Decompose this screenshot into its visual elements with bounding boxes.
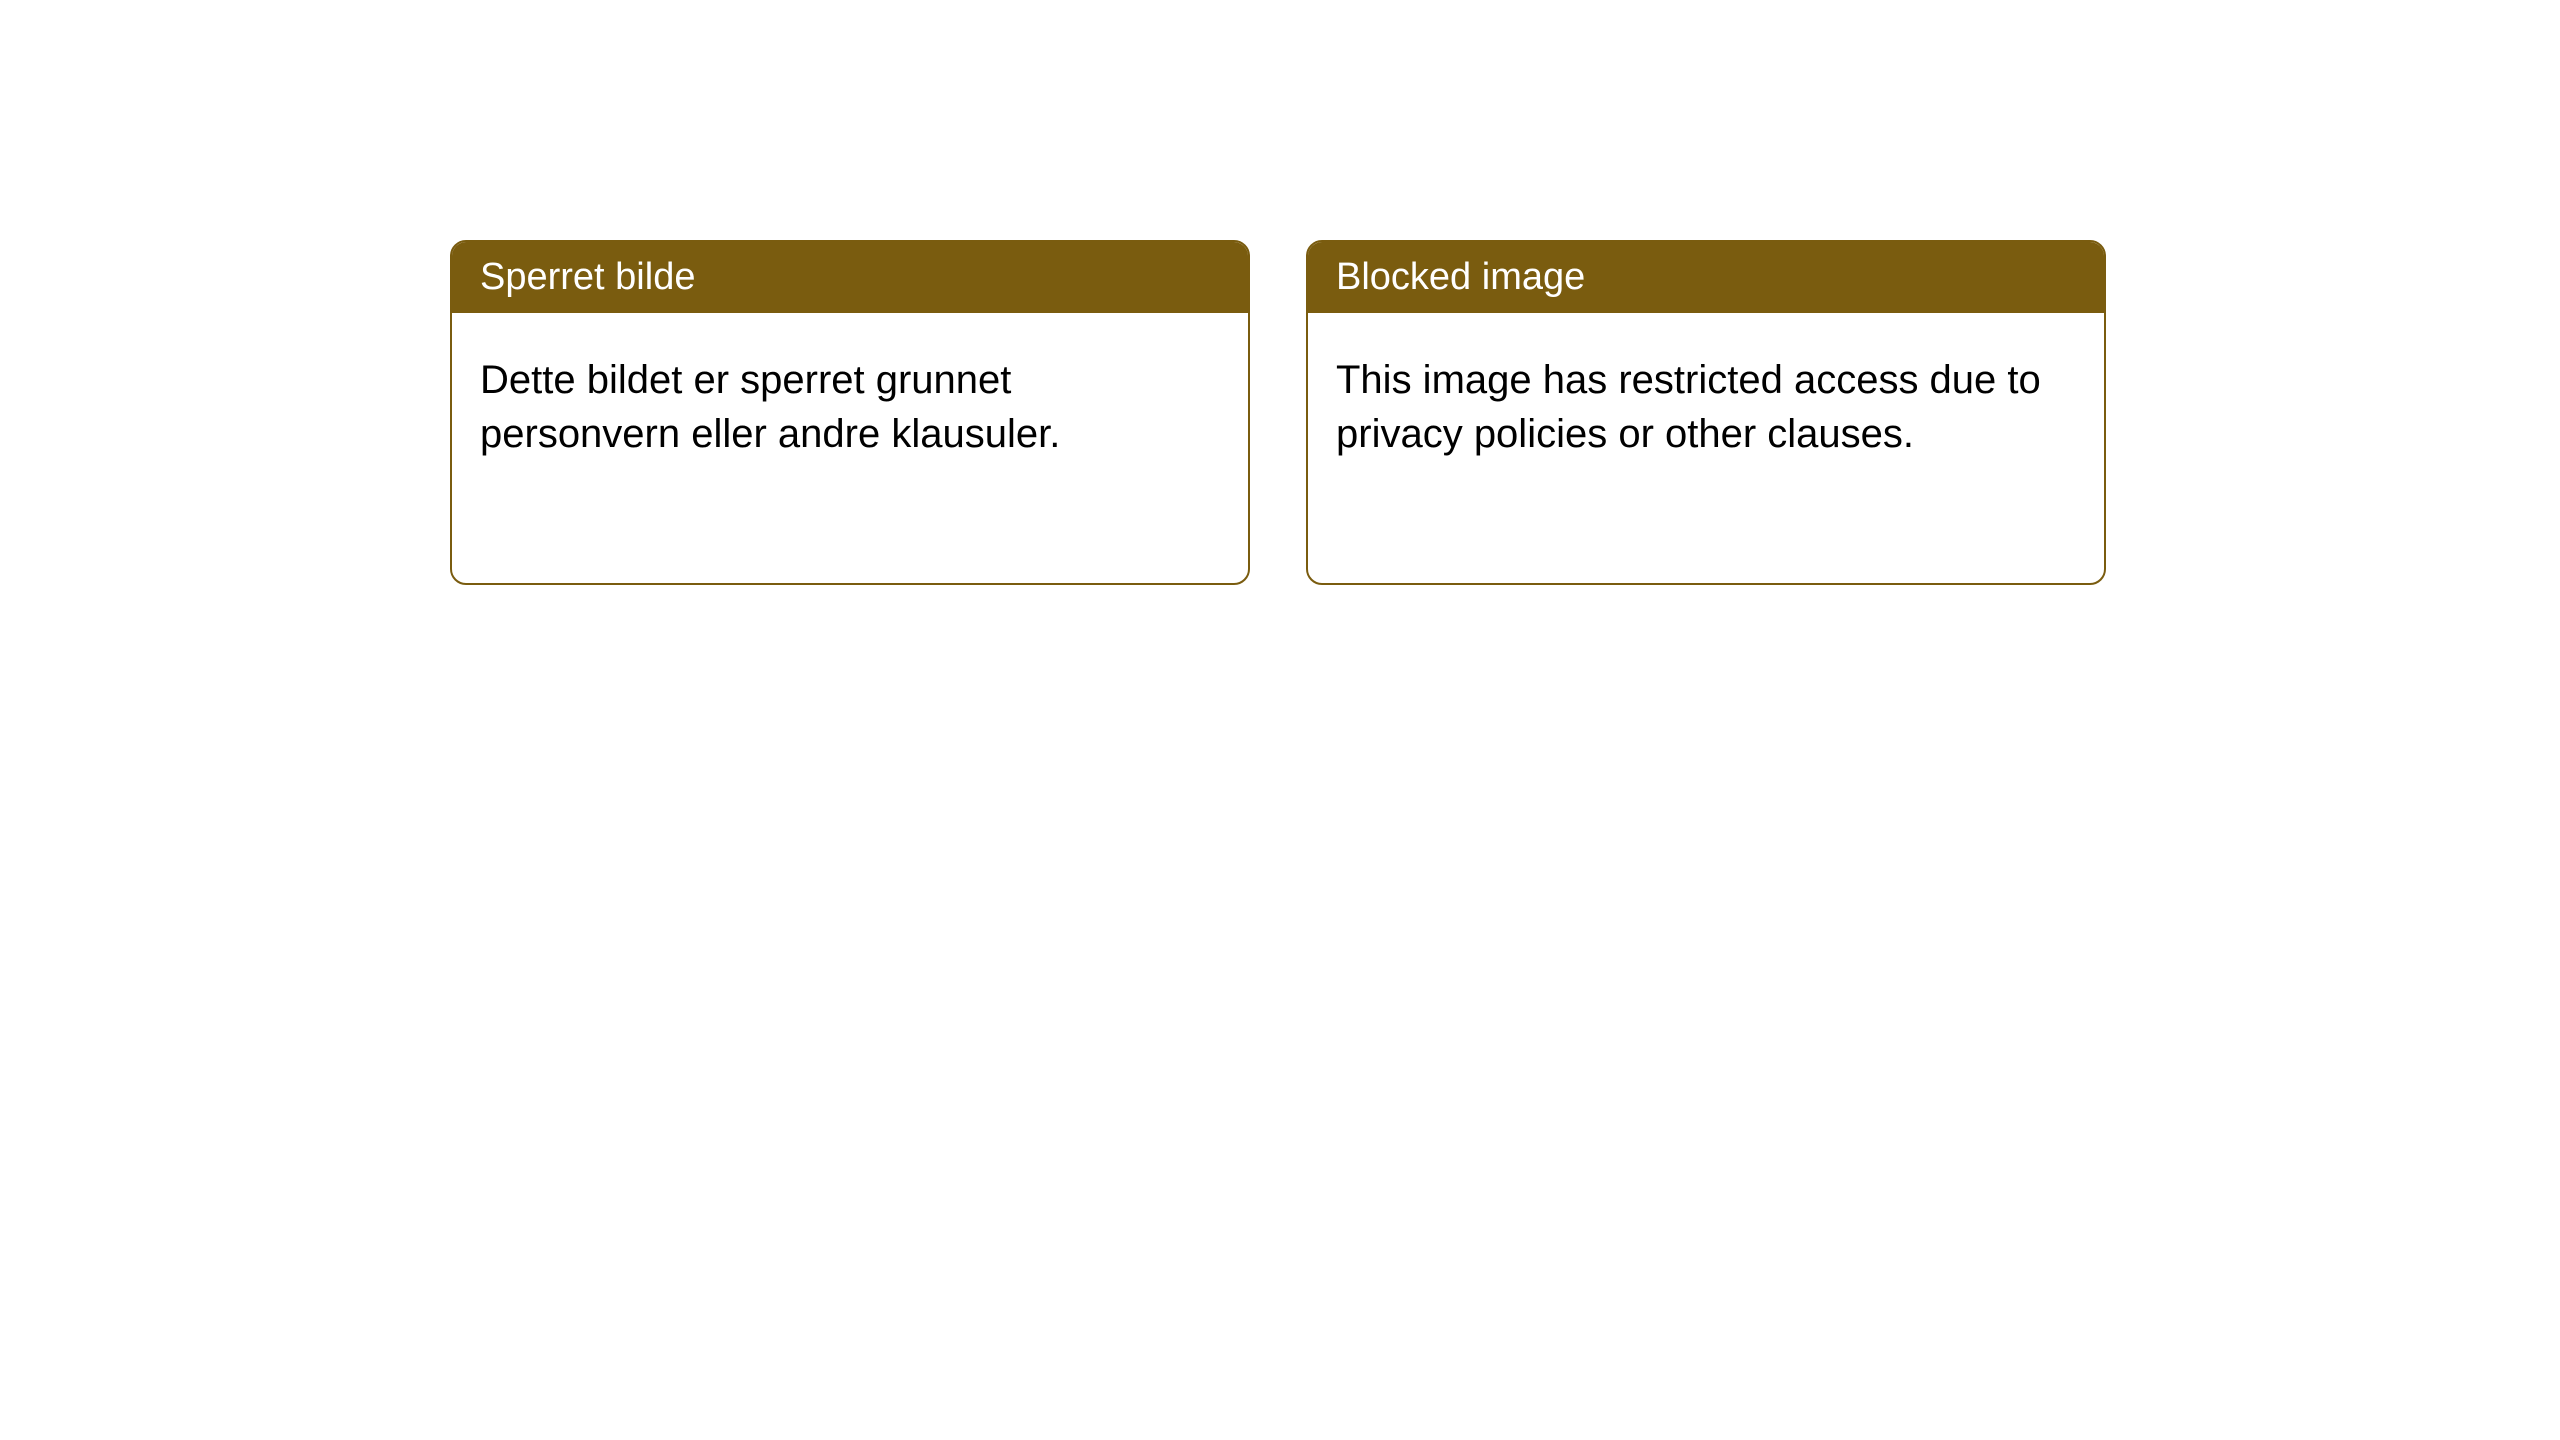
notice-body: This image has restricted access due to …	[1308, 313, 2104, 583]
notice-title: Sperret bilde	[452, 242, 1248, 313]
notice-body: Dette bildet er sperret grunnet personve…	[452, 313, 1248, 583]
notice-title: Blocked image	[1308, 242, 2104, 313]
notice-card-english: Blocked image This image has restricted …	[1306, 240, 2106, 585]
notice-card-norwegian: Sperret bilde Dette bildet er sperret gr…	[450, 240, 1250, 585]
notice-container: Sperret bilde Dette bildet er sperret gr…	[450, 240, 2106, 585]
